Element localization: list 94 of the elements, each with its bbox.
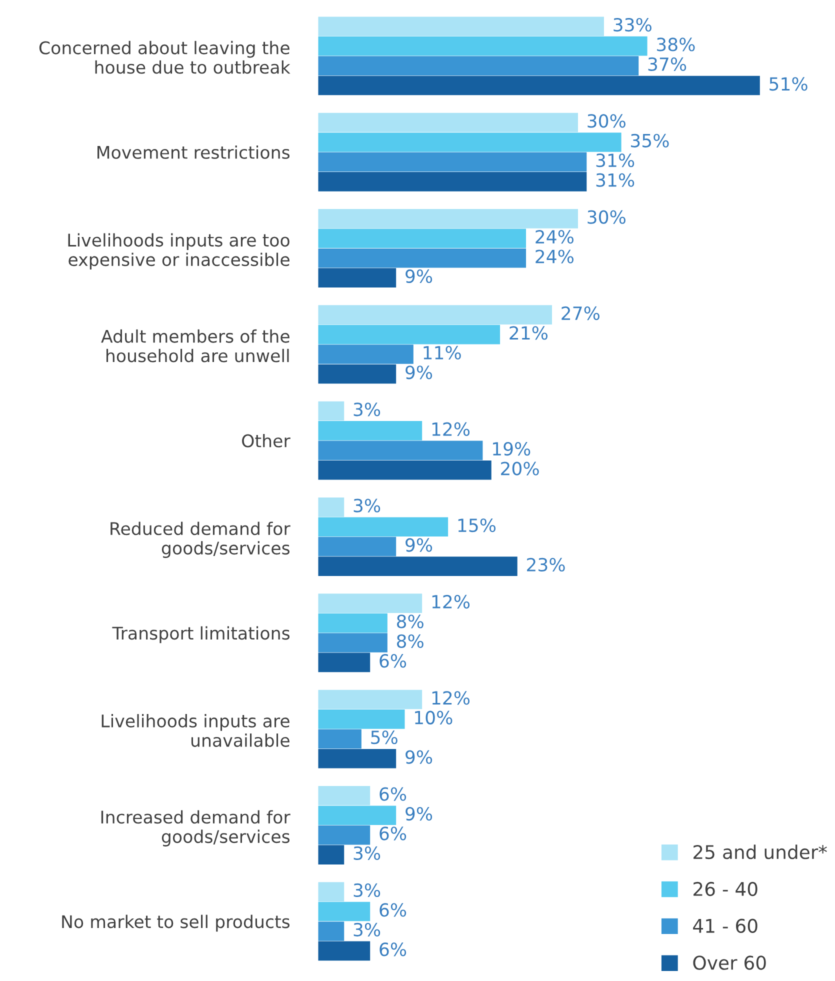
bar xyxy=(318,112,578,132)
data-label: 30% xyxy=(588,114,626,128)
bar xyxy=(318,536,396,556)
bar xyxy=(318,132,622,152)
data-label: 27% xyxy=(562,306,600,320)
data-label: 3% xyxy=(354,922,380,936)
y-tick-label: Increased demand for goods/services xyxy=(101,810,290,846)
data-label: 3% xyxy=(354,498,380,512)
data-label: 21% xyxy=(510,326,548,340)
data-label: 24% xyxy=(536,230,574,244)
bar xyxy=(318,633,388,652)
bar xyxy=(318,517,448,537)
bar xyxy=(318,421,422,440)
data-label: 15% xyxy=(458,518,496,532)
legend-label: 41 - 60 xyxy=(693,918,758,933)
bar xyxy=(318,56,639,76)
y-tick-label: Reduced demand for goods/services xyxy=(110,522,290,558)
data-label: 6% xyxy=(380,654,406,668)
bar xyxy=(318,825,370,845)
legend-label: 26 - 40 xyxy=(694,882,758,896)
data-label: 23% xyxy=(527,558,565,572)
data-label: 35% xyxy=(631,134,669,148)
bar xyxy=(318,172,587,192)
data-label: 3% xyxy=(354,883,380,898)
data-label: 6% xyxy=(380,787,406,801)
bar xyxy=(318,76,760,96)
data-label: 20% xyxy=(501,462,539,476)
y-tick-label: Movement restrictions xyxy=(97,145,290,159)
data-label: 6% xyxy=(380,826,406,840)
y-tick-label: No market to sell products xyxy=(62,914,290,932)
bar xyxy=(318,902,370,922)
bar xyxy=(318,344,414,364)
bar xyxy=(318,364,396,384)
data-label: 5% xyxy=(371,730,398,744)
data-label: 12% xyxy=(432,594,470,609)
bar xyxy=(318,324,500,344)
bar xyxy=(318,941,370,961)
data-label: 38% xyxy=(657,38,695,52)
bar xyxy=(318,248,526,268)
bar xyxy=(318,748,396,768)
data-label: 9% xyxy=(406,750,432,764)
bar xyxy=(318,268,396,288)
bar xyxy=(318,36,648,56)
data-label: 9% xyxy=(406,269,432,284)
legend-label: Over 60 xyxy=(693,956,766,970)
data-label: 6% xyxy=(380,903,406,917)
data-label: 3% xyxy=(354,402,380,416)
bar xyxy=(318,460,492,480)
bar xyxy=(318,498,344,517)
data-label: 33% xyxy=(614,18,652,32)
bar xyxy=(318,209,578,228)
data-label: 9% xyxy=(406,806,432,821)
data-label: 9% xyxy=(406,538,432,552)
bar xyxy=(318,690,422,710)
y-tick-label: Livelihoods inputs are too expensive or inaccessible xyxy=(68,233,290,270)
data-label: 12% xyxy=(432,422,470,436)
data-label: 51% xyxy=(770,77,808,91)
y-tick-label: Concerned about leaving the house due to outbreak xyxy=(39,40,290,74)
bar xyxy=(318,806,396,826)
bar xyxy=(318,228,526,248)
bar xyxy=(318,401,344,421)
y-tick-label: Adult members of the household are unwell xyxy=(101,329,290,362)
bar xyxy=(318,710,405,729)
data-label: 8% xyxy=(396,634,424,648)
bar xyxy=(318,16,604,36)
data-label: 9% xyxy=(406,366,432,380)
bar xyxy=(318,305,552,324)
bar xyxy=(318,786,370,806)
data-label: 3% xyxy=(354,846,380,860)
data-label: 31% xyxy=(596,173,634,187)
data-label: 6% xyxy=(380,942,406,956)
legend-label: 25 and under* xyxy=(694,844,827,860)
bar xyxy=(318,845,344,864)
data-label: 30% xyxy=(588,210,626,224)
bar xyxy=(318,882,344,902)
y-tick-label: Transport limitations xyxy=(112,626,290,644)
bar xyxy=(318,594,422,613)
data-label: 12% xyxy=(432,691,470,705)
bar xyxy=(318,556,518,576)
data-label: 11% xyxy=(424,346,461,360)
bar xyxy=(318,652,370,672)
bar xyxy=(318,440,483,460)
bar xyxy=(318,729,362,749)
data-label: 37% xyxy=(648,57,686,72)
data-label: 10% xyxy=(415,710,452,724)
y-tick-label: Livelihoods inputs are unavailable xyxy=(102,714,290,747)
data-label: 31% xyxy=(596,154,634,168)
data-label: 19% xyxy=(493,442,530,456)
y-tick-label: Other xyxy=(242,434,290,448)
bar xyxy=(318,613,388,633)
bar xyxy=(318,152,587,172)
data-label: 24% xyxy=(536,250,574,264)
bar xyxy=(318,922,344,941)
data-label: 8% xyxy=(396,614,424,628)
